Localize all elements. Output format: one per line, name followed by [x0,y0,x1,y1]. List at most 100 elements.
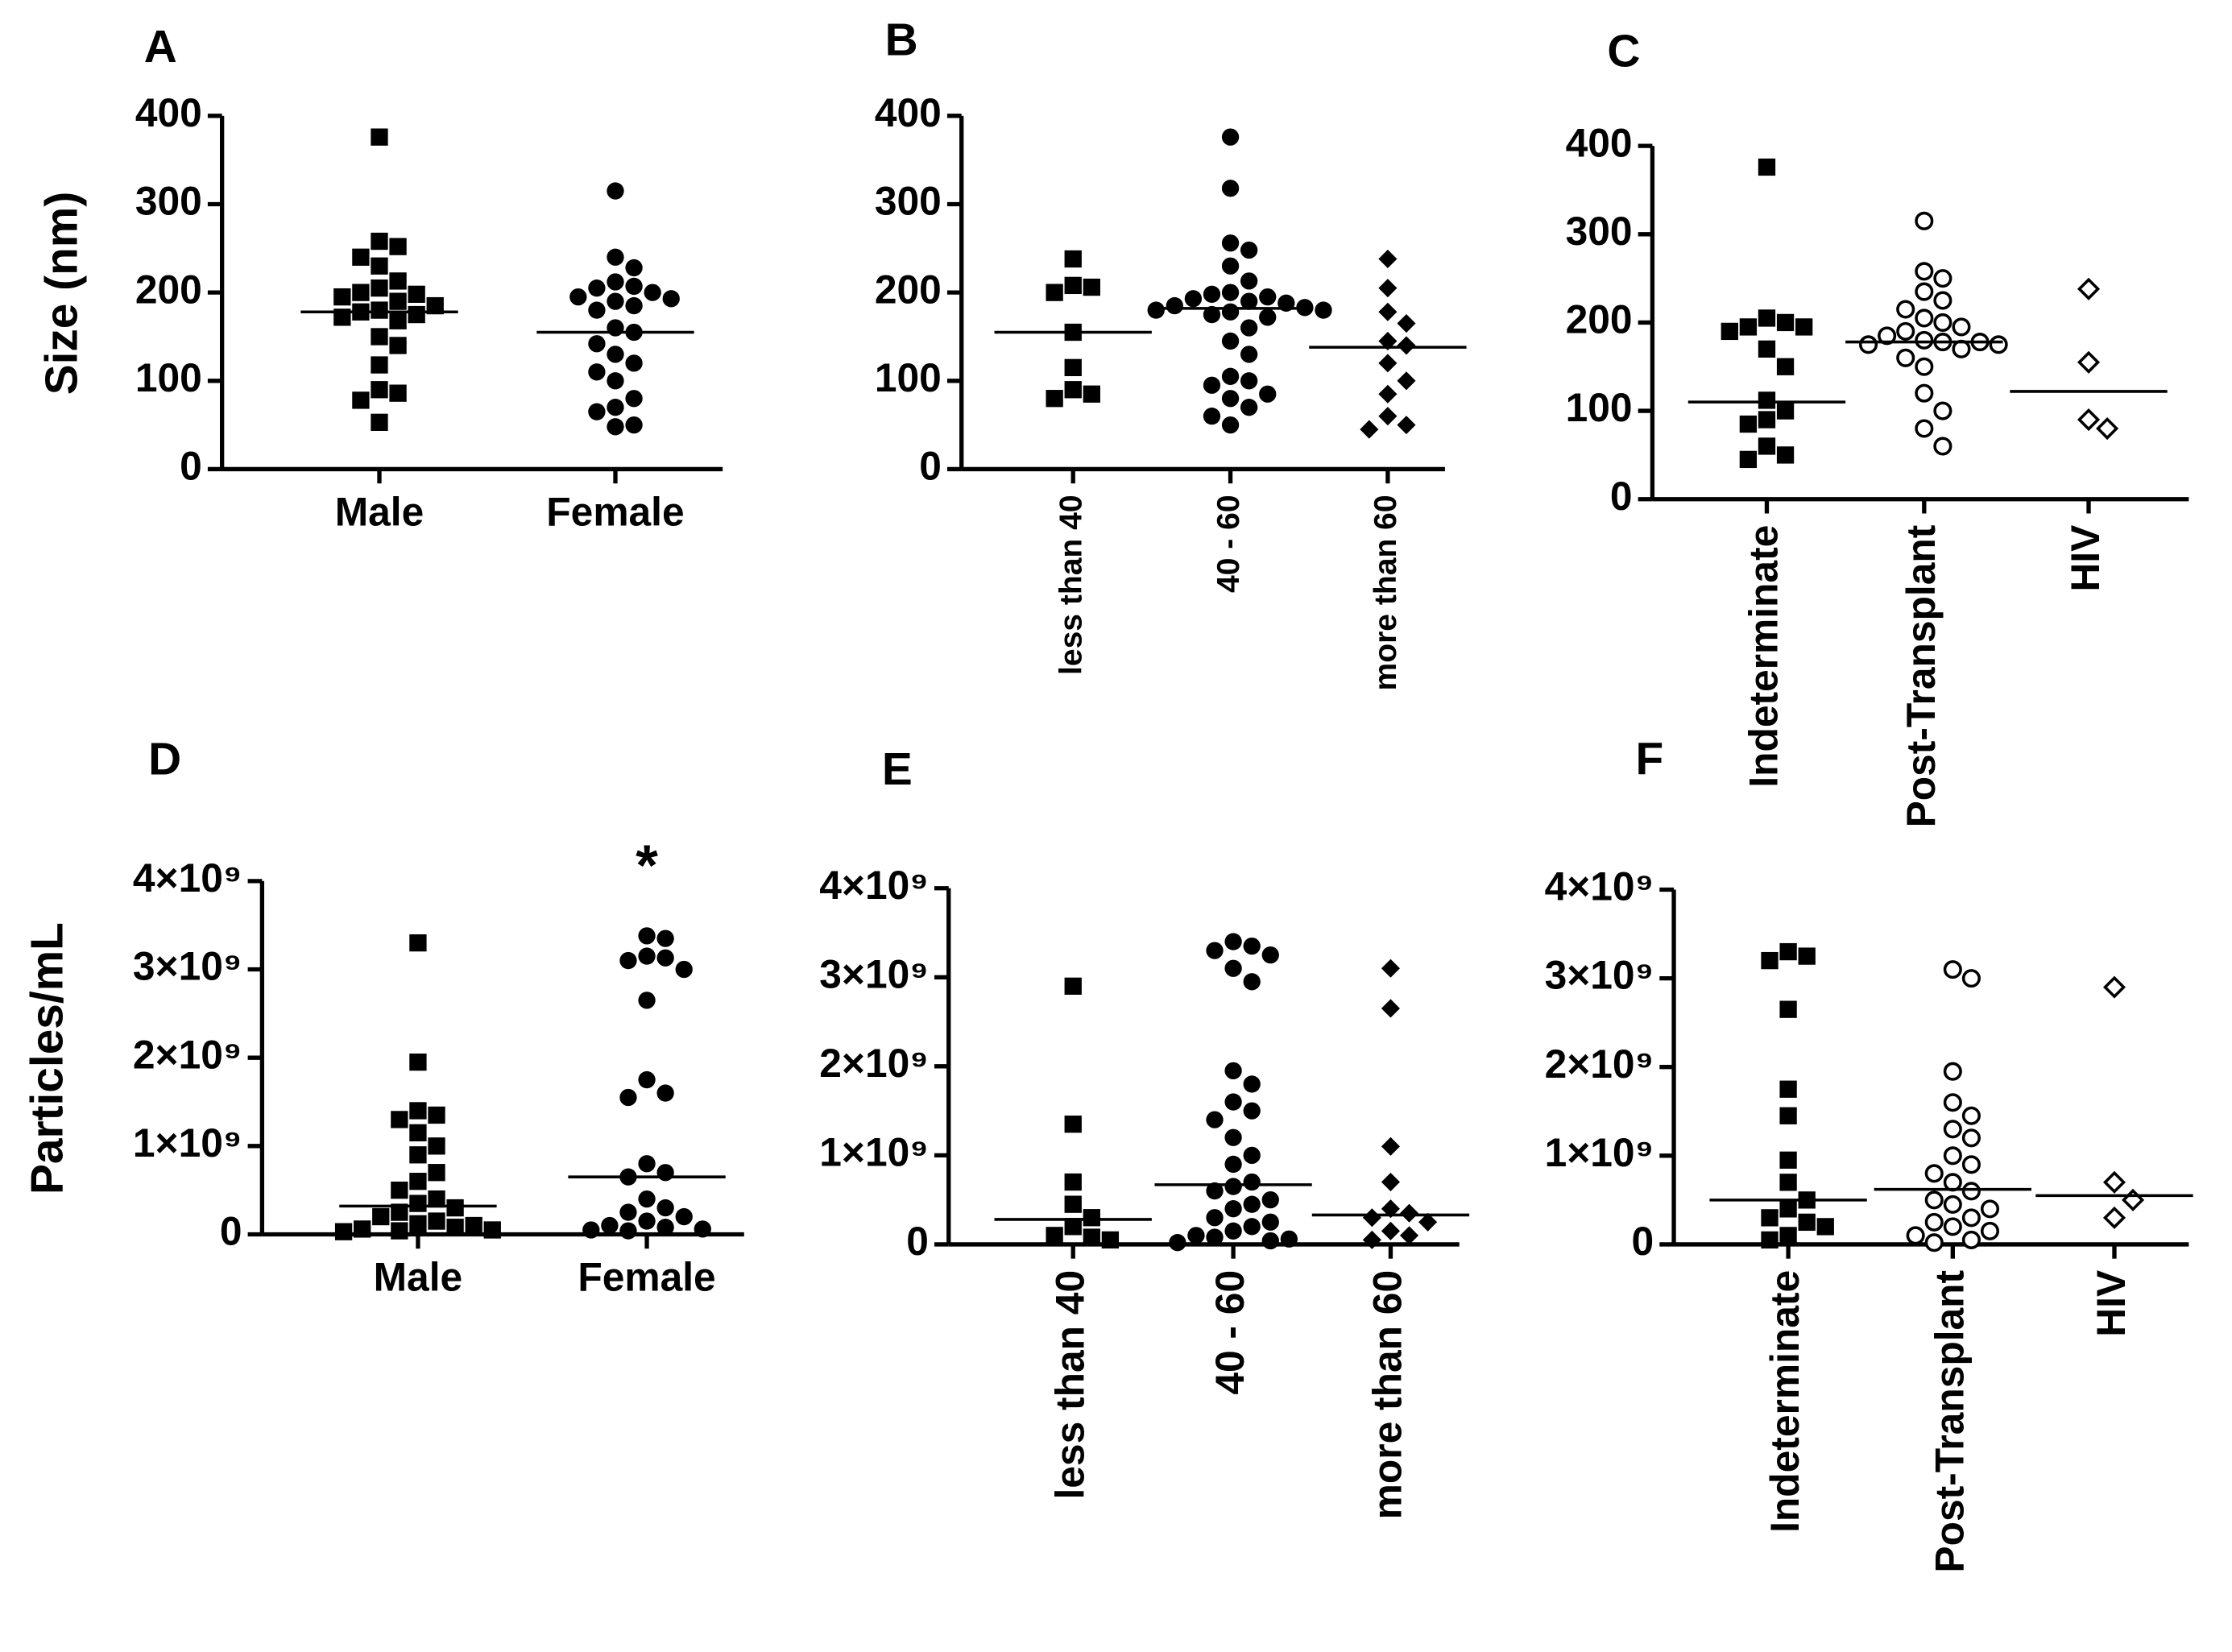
point [1378,279,1398,298]
point [607,346,624,363]
point [1243,937,1261,955]
x-tick-label: more than 60 [1369,495,1403,690]
point [656,1164,674,1182]
point [1360,420,1379,439]
point [638,927,656,945]
point [1261,946,1279,964]
point [1240,372,1258,390]
y-tick-label: 0 [1610,474,1633,519]
point [656,1219,674,1236]
point [644,284,661,301]
point [409,1054,427,1071]
point [1224,1093,1242,1111]
x-tick-label: Male [335,489,424,534]
point [2122,1188,2145,1211]
point [1243,973,1261,991]
point [1203,305,1221,324]
y-tick-label: 0 [1632,1219,1654,1264]
point [1206,1182,1224,1200]
point [1064,1116,1082,1133]
point [625,416,643,434]
point [1776,313,1795,332]
point [446,1219,464,1236]
point [408,305,425,324]
y-tick-label: 2×10⁹ [819,1041,929,1086]
point [2096,416,2119,441]
point [588,335,606,353]
point [1924,1233,1944,1252]
point [1064,1173,1082,1191]
point [656,949,674,967]
point [409,1102,427,1120]
point [371,128,388,146]
x-tick-label: HIV [2063,525,2108,592]
y-tick-label: 2×10⁹ [1545,1041,1654,1087]
point [409,1146,427,1164]
point [1046,284,1063,301]
point [1261,1213,1279,1231]
point [1280,1230,1298,1248]
point [1362,1208,1381,1228]
point [1243,1146,1261,1165]
point [1378,354,1398,373]
point [1721,322,1738,341]
x-tick-label: more than 60 [1365,1270,1410,1519]
point [333,288,351,306]
y-tick-label: 4×10⁹ [1545,864,1654,909]
point [352,248,370,266]
point [1221,303,1240,321]
point [1240,292,1258,310]
point [1399,1203,1419,1223]
point [1779,1200,1797,1218]
point [1221,390,1240,408]
point [1952,317,1971,337]
point [694,1220,711,1238]
point [1224,1062,1242,1080]
point [1147,301,1165,319]
point [1758,340,1776,358]
point [372,1207,390,1226]
point [1224,1128,1242,1146]
point [662,290,680,308]
point [1779,1174,1797,1191]
point [1924,1164,1944,1183]
point [1378,407,1398,426]
point [1776,358,1795,375]
x-tick-label: less than 40 [1054,495,1089,675]
point [1221,367,1240,385]
point [1243,1075,1261,1093]
point [1362,1230,1381,1249]
point [1381,1172,1400,1192]
point [625,354,643,372]
point [588,301,606,319]
point [1761,1209,1779,1227]
y-tick-label: 2×10⁹ [133,1032,242,1077]
point [607,399,624,416]
point [1943,1217,1962,1236]
point [1083,278,1100,296]
point [1397,313,1416,333]
point [1933,437,1952,456]
point [1776,402,1795,420]
point [1378,249,1398,269]
point [675,960,693,979]
point [1315,301,1332,319]
point [1739,415,1758,433]
y-tick-label: 300 [1566,209,1633,254]
point [1739,450,1758,469]
point [1240,319,1258,337]
point [1739,318,1758,336]
point [371,279,388,297]
point [1397,416,1416,435]
point [625,277,643,296]
point [1224,1222,1242,1240]
point [638,1155,656,1173]
point [1064,276,1082,295]
point [656,930,674,947]
point [1221,257,1240,275]
point [1206,942,1224,959]
point [1381,1221,1400,1240]
y-tick-label: 300 [875,179,942,224]
point [2077,277,2101,300]
point [569,288,587,306]
